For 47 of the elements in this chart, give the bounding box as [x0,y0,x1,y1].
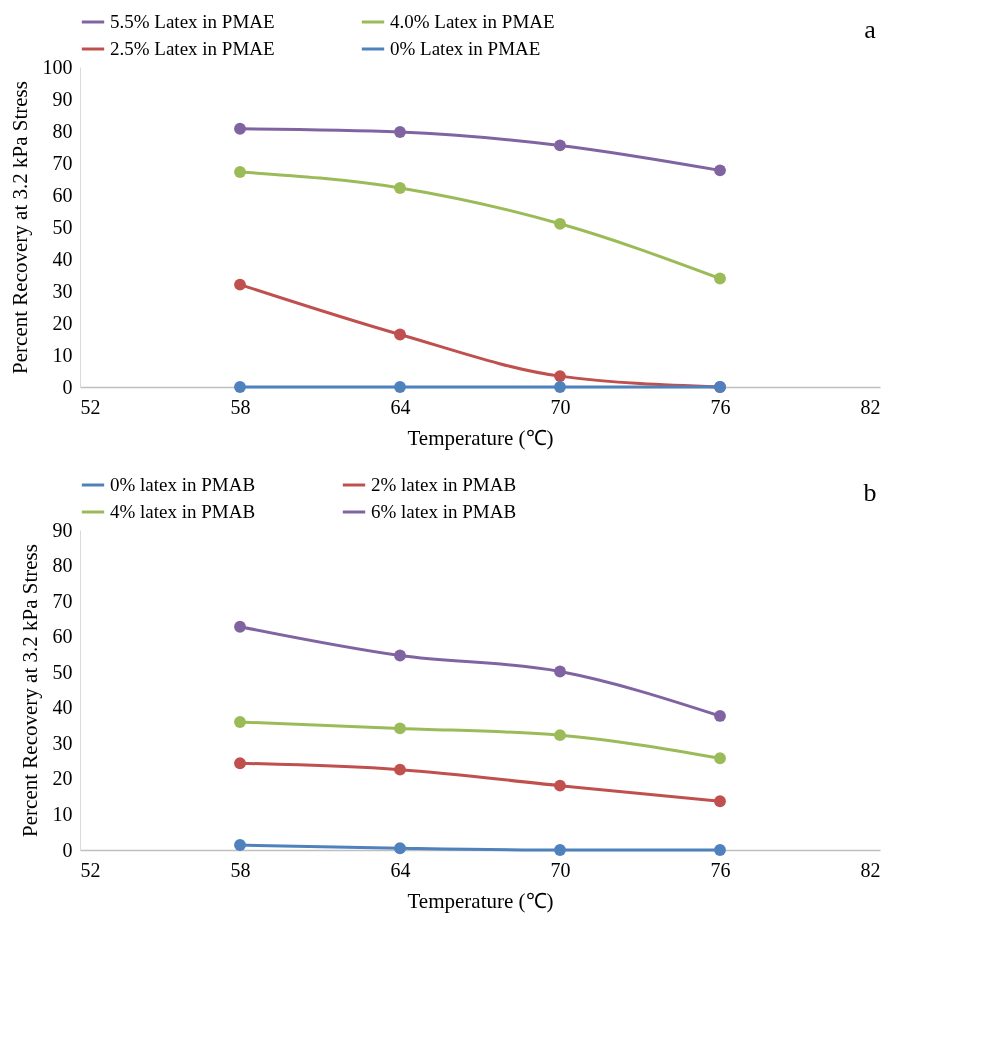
x-tick-label: 52 [80,858,101,881]
x-tick-label: 70 [550,858,571,881]
y-tick-label: 80 [52,119,73,142]
legend-label: 2.5% Latex in PMAE [110,38,275,59]
y-tick-label: 10 [52,343,73,366]
y-tick-label: 40 [52,247,73,270]
y-axis-title: Percent Recovery at 3.2 kPa Stress [7,81,32,374]
x-tick-label: 76 [710,858,731,881]
legend-label: 6% latex in PMAB [371,501,517,522]
y-tick-label: 70 [52,151,73,174]
x-tick-label: 64 [390,395,411,418]
x-axis-title: Temperature (℃) [407,425,554,450]
y-tick-label: 0 [62,375,73,398]
y-tick-label: 40 [52,696,73,719]
legend-label: 4% latex in PMAB [110,501,256,522]
x-tick-label: 64 [390,858,411,881]
y-tick-label: 20 [52,767,73,790]
x-tick-label: 58 [230,395,251,418]
y-tick-label: 90 [52,87,73,110]
y-tick-label: 50 [52,215,73,238]
y-tick-label: 70 [52,589,73,612]
x-axis-title: Temperature (℃) [407,888,554,913]
y-tick-label: 0 [62,838,73,861]
y-tick-label: 60 [52,625,73,648]
y-tick-label: 90 [52,518,73,541]
legend-label: 4.0% Latex in PMAE [390,11,555,32]
y-tick-label: 100 [42,55,73,78]
y-tick-label: 80 [52,554,73,577]
text: b [863,478,877,507]
legend-label: 5.5% Latex in PMAE [110,11,275,32]
x-tick-label: 82 [860,395,881,418]
x-tick-label: 58 [230,858,251,881]
x-tick-label: 70 [550,395,571,418]
legend-label: 0% latex in PMAB [110,474,256,495]
y-tick-label: 60 [52,183,73,206]
text: a [864,15,877,44]
legend-label: 2% latex in PMAB [371,474,517,495]
legend-label: 0% Latex in PMAE [390,38,541,59]
y-tick-label: 20 [52,311,73,334]
y-tick-label: 30 [52,731,73,754]
y-tick-label: 10 [52,802,73,825]
y-tick-label: 30 [52,279,73,302]
y-tick-label: 50 [52,660,73,683]
x-tick-label: 52 [80,395,101,418]
x-tick-label: 76 [710,395,731,418]
y-axis-title: Percent Recovery at 3.2 kPa Stress [17,544,42,837]
x-tick-label: 82 [860,858,881,881]
